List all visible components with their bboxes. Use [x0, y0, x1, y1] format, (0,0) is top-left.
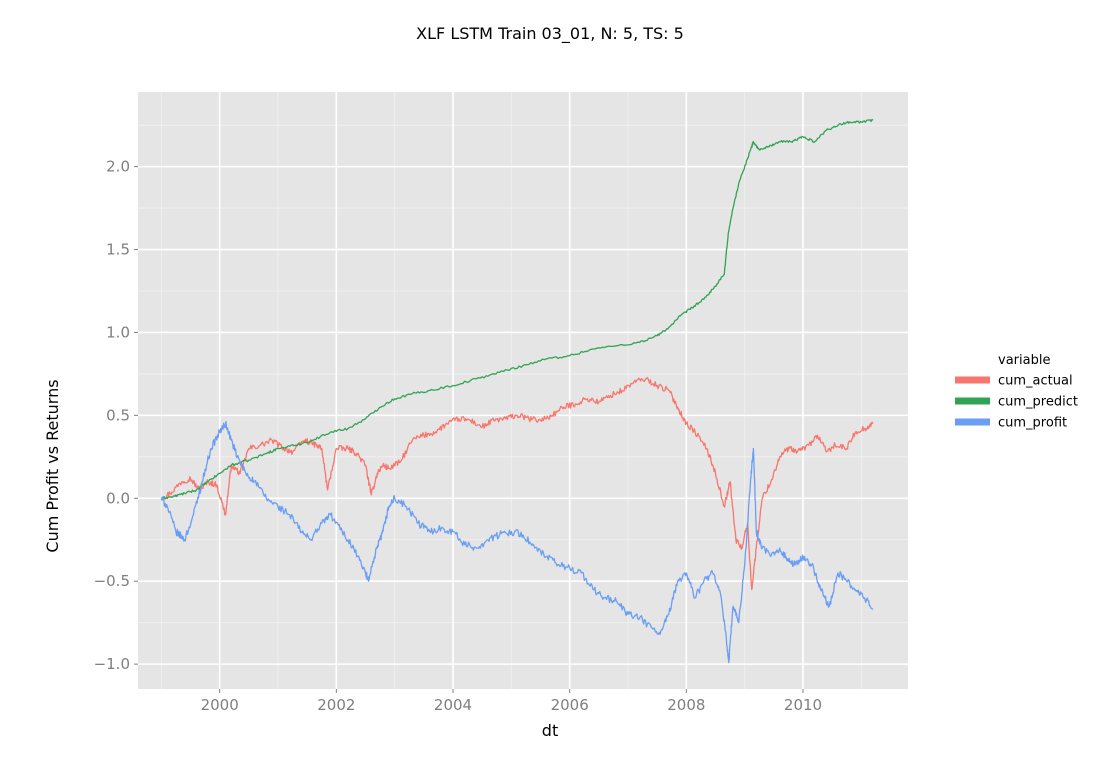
x-tick-label: 2004 — [434, 696, 472, 714]
legend-label-cum_actual: cum_actual — [998, 374, 1073, 389]
series-line-cum_predict — [161, 118, 874, 500]
y-tick-label: 0.0 — [106, 489, 130, 507]
y-tick-label: 2.0 — [106, 158, 130, 176]
y-tick-label: 1.0 — [106, 323, 130, 341]
x-tick-label: 2002 — [317, 696, 355, 714]
y-tick-label: −0.5 — [94, 572, 130, 590]
series-line-cum_actual — [160, 376, 874, 591]
x-tick-label: 2000 — [201, 696, 239, 714]
minor-gridlines — [138, 92, 908, 689]
x-axis-ticks: 2000 2002 2004 2006 2008 2010 — [201, 689, 822, 714]
y-tick-label: 0.5 — [106, 406, 130, 424]
y-axis-ticks: −1.0 −0.5 0.0 0.5 1.0 1.5 2.0 — [94, 158, 138, 673]
x-tick-label: 2006 — [551, 696, 589, 714]
major-gridlines — [138, 92, 908, 689]
legend-items: cum_actual cum_predict cum_profit — [955, 374, 1078, 431]
legend-key-cum_actual — [955, 376, 990, 384]
legend-key-cum_predict — [955, 397, 990, 405]
series-line-cum_profit — [160, 420, 874, 664]
legend-label-cum_profit: cum_profit — [998, 416, 1067, 431]
plot-panel — [138, 92, 908, 689]
y-tick-label: 1.5 — [106, 241, 130, 259]
legend-title: variable — [998, 353, 1050, 368]
legend-key-cum_profit — [955, 418, 990, 426]
series-layer — [160, 118, 874, 664]
chart-title: XLF LSTM Train 03_01, N: 5, TS: 5 — [416, 24, 684, 44]
y-axis-title: Cum Profit vs Returns — [43, 379, 62, 552]
y-tick-label: −1.0 — [94, 655, 130, 673]
x-axis-title: dt — [542, 721, 558, 740]
legend: variable cum_actual cum_predict cum_profit — [955, 353, 1078, 431]
legend-label-cum_predict: cum_predict — [998, 395, 1078, 410]
x-tick-label: 2008 — [667, 696, 705, 714]
x-tick-label: 2010 — [784, 696, 822, 714]
